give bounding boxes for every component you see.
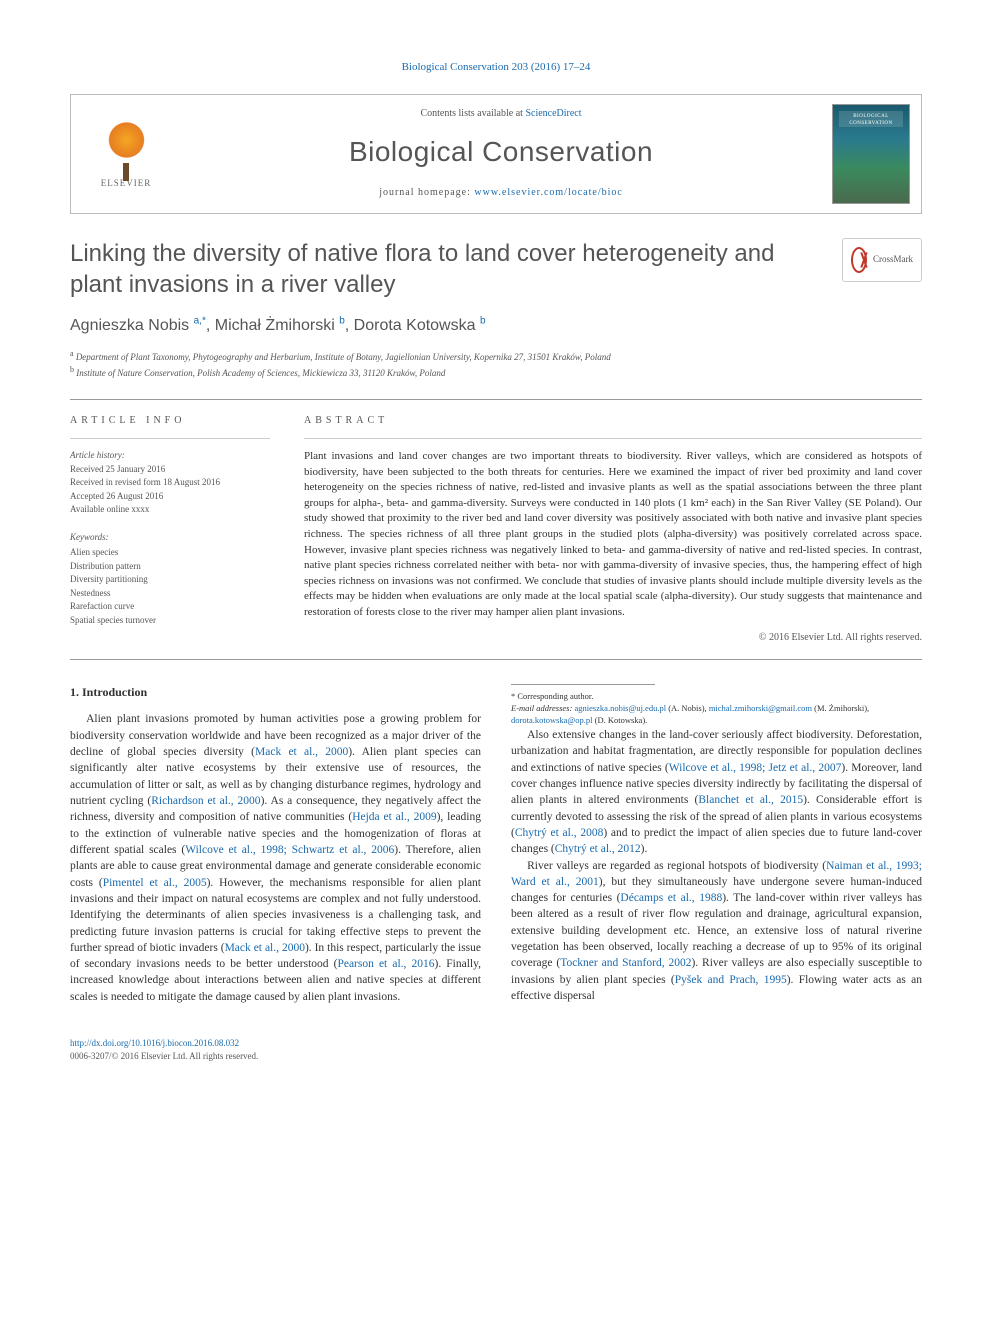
keyword-0: Alien species — [70, 546, 270, 560]
email-kotowska[interactable]: dorota.kotowska@op.pl — [511, 715, 593, 725]
keyword-3: Nestedness — [70, 587, 270, 601]
cite-pearson-2016[interactable]: Pearson et al., 2016 — [337, 958, 434, 970]
authors-line: Agnieszka Nobis a,*, Michał Żmihorski b,… — [70, 314, 822, 337]
aff-a-sup: a — [70, 349, 74, 358]
footnotes: * Corresponding author. E-mail addresses… — [511, 691, 922, 727]
keyword-5: Spatial species turnover — [70, 614, 270, 628]
journal-name: Biological Conservation — [349, 132, 653, 173]
crossmark-icon — [851, 247, 867, 273]
history-label: Article history: — [70, 449, 270, 463]
footnote-separator — [511, 684, 655, 685]
homepage-line: journal homepage: www.elsevier.com/locat… — [379, 186, 623, 201]
journal-cover-thumb: BIOLOGICAL CONSERVATION — [832, 104, 910, 204]
keyword-4: Rarefaction curve — [70, 600, 270, 614]
publisher-logo-box: ELSEVIER — [71, 95, 181, 213]
contents-prefix: Contents lists available at — [420, 108, 525, 119]
keywords-label: Keywords: — [70, 531, 270, 545]
intro-paragraph-2: Also extensive changes in the land-cover… — [511, 727, 922, 858]
cite-tockner-2002[interactable]: Tockner and Stanford, 2002 — [560, 957, 691, 969]
history-1: Received in revised form 18 August 2016 — [70, 476, 270, 490]
cite-richardson-2000[interactable]: Richardson et al., 2000 — [151, 795, 260, 807]
aff-a: Department of Plant Taxonomy, Phytogeogr… — [76, 352, 611, 362]
header-center: Contents lists available at ScienceDirec… — [181, 95, 821, 213]
cite-pysek-1995[interactable]: Pyšek and Prach, 1995 — [675, 974, 787, 986]
author-3: Dorota Kotowska — [354, 317, 476, 334]
section-heading-intro: 1. Introduction — [70, 684, 481, 701]
affiliations: a Department of Plant Taxonomy, Phytogeo… — [70, 348, 822, 381]
author-2-aff: b — [339, 316, 345, 327]
rule-abs-1 — [304, 438, 922, 439]
history-3: Available online xxxx — [70, 503, 270, 517]
cite-chytry-2012[interactable]: Chytrý et al., 2012 — [555, 843, 641, 855]
cite-wilcove-schwartz[interactable]: Wilcove et al., 1998; Schwartz et al., 2… — [185, 844, 394, 856]
abstract-copyright: © 2016 Elsevier Ltd. All rights reserved… — [304, 631, 922, 646]
crossmark-label: CrossMark — [873, 253, 913, 266]
doi-link[interactable]: http://dx.doi.org/10.1016/j.biocon.2016.… — [70, 1038, 239, 1048]
cite-mack-2000-2[interactable]: Mack et al., 2000 — [225, 942, 305, 954]
emails-label: E-mail addresses: — [511, 703, 572, 713]
author-1-aff: a,* — [194, 316, 206, 327]
aff-b-sup: b — [70, 365, 74, 374]
rule-info-1 — [70, 438, 270, 439]
body-columns: 1. Introduction Alien plant invasions pr… — [70, 684, 922, 1013]
journal-reference: Biological Conservation 203 (2016) 17–24 — [70, 60, 922, 76]
history-0: Received 25 January 2016 — [70, 463, 270, 477]
author-1: Agnieszka Nobis — [70, 317, 189, 334]
email-zmihorski[interactable]: michal.zmihorski@gmail.com — [709, 703, 812, 713]
cover-thumb-box: BIOLOGICAL CONSERVATION — [821, 95, 921, 213]
article-title: Linking the diversity of native flora to… — [70, 238, 822, 300]
abstract-column: ABSTRACT Plant invasions and land cover … — [304, 414, 922, 646]
keyword-1: Distribution pattern — [70, 560, 270, 574]
article-info-column: ARTICLE INFO Article history: Received 2… — [70, 414, 270, 646]
homepage-link[interactable]: www.elsevier.com/locate/bioc — [474, 187, 622, 198]
cite-chytry-2008[interactable]: Chytrý et al., 2008 — [515, 827, 603, 839]
cover-label: BIOLOGICAL CONSERVATION — [833, 113, 909, 128]
abstract-text: Plant invasions and land cover changes a… — [304, 449, 922, 621]
intro-paragraph-3: River valleys are regarded as regional h… — [511, 858, 922, 1005]
abstract-label: ABSTRACT — [304, 414, 922, 429]
cite-pimentel-2005[interactable]: Pimentel et al., 2005 — [103, 877, 207, 889]
rule-bottom — [70, 659, 922, 660]
sciencedirect-link[interactable]: ScienceDirect — [525, 108, 581, 119]
history-2: Accepted 26 August 2016 — [70, 490, 270, 504]
contents-available-line: Contents lists available at ScienceDirec… — [420, 107, 581, 122]
homepage-prefix: journal homepage: — [379, 187, 474, 198]
journal-header: ELSEVIER Contents lists available at Sci… — [70, 94, 922, 214]
aff-b: Institute of Nature Conservation, Polish… — [76, 368, 445, 378]
keyword-2: Diversity partitioning — [70, 573, 270, 587]
author-3-aff: b — [480, 316, 486, 327]
cite-blanchet-2015[interactable]: Blanchet et al., 2015 — [698, 794, 803, 806]
corresponding-author-note: * Corresponding author. — [511, 691, 922, 703]
cite-mack-2000-1[interactable]: Mack et al., 2000 — [255, 746, 348, 758]
article-info-label: ARTICLE INFO — [70, 414, 270, 429]
crossmark-badge[interactable]: CrossMark — [842, 238, 922, 282]
elsevier-logo: ELSEVIER — [86, 109, 166, 199]
intro-paragraph-1: Alien plant invasions promoted by human … — [70, 711, 481, 1005]
elsevier-tree-icon — [99, 118, 154, 173]
rule-top — [70, 399, 922, 400]
cite-decamps-1988[interactable]: Décamps et al., 1988 — [620, 892, 722, 904]
cite-wilcove-jetz[interactable]: Wilcove et al., 1998; Jetz et al., 2007 — [669, 762, 842, 774]
email-nobis[interactable]: agnieszka.nobis@uj.edu.pl — [574, 703, 666, 713]
author-2: Michał Żmihorski — [215, 317, 335, 334]
page-footer: http://dx.doi.org/10.1016/j.biocon.2016.… — [70, 1037, 922, 1063]
cite-hejda-2009[interactable]: Hejda et al., 2009 — [352, 811, 436, 823]
issn-copyright: 0006-3207/© 2016 Elsevier Ltd. All right… — [70, 1051, 258, 1061]
